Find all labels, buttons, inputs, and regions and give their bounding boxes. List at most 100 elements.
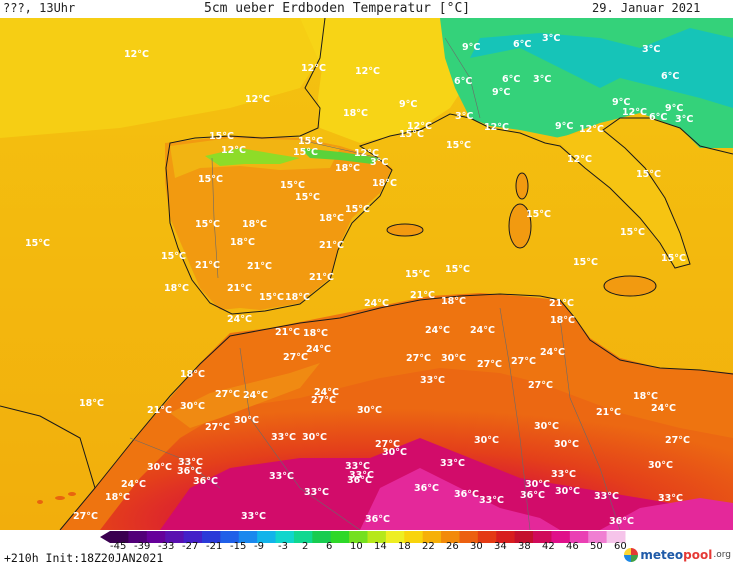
- temperature-label: 12°C: [124, 49, 149, 60]
- temperature-label: 21°C: [549, 298, 574, 309]
- temperature-label: 9°C: [665, 103, 683, 114]
- legend-swatch: [459, 531, 479, 543]
- temperature-label: 15°C: [209, 131, 234, 142]
- legend-swatch: [404, 531, 424, 543]
- temperature-label: 12°C: [567, 154, 592, 165]
- temperature-label: 3°C: [542, 33, 560, 44]
- temperature-label: 21°C: [275, 327, 300, 338]
- temperature-label: 18°C: [242, 219, 267, 230]
- temperature-label: 30°C: [382, 447, 407, 458]
- legend-swatch: [551, 531, 571, 543]
- temperature-label: 3°C: [455, 111, 473, 122]
- temperature-label: 3°C: [533, 74, 551, 85]
- temperature-label: 18°C: [550, 315, 575, 326]
- temperature-label: 15°C: [25, 238, 50, 249]
- temperature-label: 18°C: [633, 391, 658, 402]
- legend-swatch: [165, 531, 185, 543]
- atlas-cool-band: [170, 363, 320, 428]
- temperature-label: 33°C: [304, 487, 329, 498]
- legend-tick-label: 18: [398, 541, 411, 552]
- legend-tick-label: 2: [302, 541, 309, 552]
- temperature-label: 36°C: [520, 490, 545, 501]
- temperature-label: 18°C: [372, 178, 397, 189]
- temperature-label: 15°C: [526, 209, 551, 220]
- temperature-label: 36°C: [193, 476, 218, 487]
- balearic-islands: [387, 224, 423, 236]
- temperature-label: 15°C: [620, 227, 645, 238]
- legend-tick-label: 10: [350, 541, 363, 552]
- temperature-label: 12°C: [245, 94, 270, 105]
- legend-tick-label: 22: [422, 541, 435, 552]
- temperature-label: 30°C: [441, 353, 466, 364]
- temperature-label: 30°C: [234, 415, 259, 426]
- temperature-label: 36°C: [414, 483, 439, 494]
- temperature-label: 18°C: [441, 296, 466, 307]
- temperature-label: 15°C: [573, 257, 598, 268]
- temperature-label: 27°C: [205, 422, 230, 433]
- temperature-label: 30°C: [525, 479, 550, 490]
- temperature-label: 21°C: [319, 240, 344, 251]
- legend-swatch: [128, 531, 148, 543]
- legend-tick-label: -15: [230, 541, 247, 552]
- map-header: ???, 13Uhr 5cm ueber Erdboden Temperatur…: [0, 0, 733, 18]
- legend-swatch: [275, 531, 295, 543]
- legend-swatch: [569, 531, 589, 543]
- temperature-label: 9°C: [399, 99, 417, 110]
- map-title: 5cm ueber Erdboden Temperatur [°C]: [204, 1, 471, 16]
- temperature-label: 6°C: [661, 71, 679, 82]
- legend-swatch: [496, 531, 516, 543]
- legend-swatch: [293, 531, 313, 543]
- legend-tick-label: 60: [614, 541, 627, 552]
- temperature-label: 30°C: [554, 439, 579, 450]
- temperature-label: 15°C: [280, 180, 305, 191]
- legend-swatch: [514, 531, 534, 543]
- legend-ticks: -45 -39 -33 -27 -21 -15 -9 -3 2 6 10 14 18 22 26 30 34 38…: [0, 541, 733, 553]
- sahara-pink-core: [360, 468, 560, 530]
- temperature-label: 33°C: [345, 461, 370, 472]
- color-scale-legend: [100, 531, 626, 543]
- temperature-label: 15°C: [345, 204, 370, 215]
- temperature-label: 21°C: [410, 290, 435, 301]
- legend-tick-label: 14: [374, 541, 387, 552]
- legend-swatch: [477, 531, 497, 543]
- temperature-label: 18°C: [303, 328, 328, 339]
- temperature-label: 15°C: [405, 269, 430, 280]
- temperature-label: 12°C: [579, 124, 604, 135]
- logo-mark-icon: [624, 548, 639, 562]
- temperature-map: 12°C 12°C 12°C 12°C 18°C 9°C 15°C 12°C 15°C 15°C 1…: [0, 18, 733, 530]
- temperature-label: 9°C: [555, 121, 573, 132]
- temperature-label: 15°C: [445, 264, 470, 275]
- sardinia: [509, 204, 531, 248]
- temperature-label: 33°C: [178, 457, 203, 468]
- map-footer: -45 -39 -33 -27 -21 -15 -9 -3 2 6 10 14 18 22 26 30 34 38…: [0, 530, 733, 566]
- italy-region: [555, 128, 690, 268]
- temperature-label: 18°C: [164, 283, 189, 294]
- temperature-label: 15°C: [636, 169, 661, 180]
- temperature-label: 3°C: [370, 157, 388, 168]
- temperature-label: 33°C: [551, 469, 576, 480]
- legend-swatch: [385, 531, 405, 543]
- coastlines: [0, 18, 733, 530]
- legend-swatch: [312, 531, 332, 543]
- temperature-label: 12°C: [484, 122, 509, 133]
- legend-tick-label: 50: [590, 541, 603, 552]
- meteopool-logo[interactable]: meteo pool .org: [624, 546, 731, 564]
- temperature-label: 18°C: [343, 108, 368, 119]
- temperature-label: 6°C: [454, 76, 472, 87]
- france-region: [300, 18, 480, 143]
- temperature-label: 33°C: [440, 458, 465, 469]
- cantabrian-cold-strip: [205, 148, 300, 166]
- legend-tick-label: 38: [518, 541, 531, 552]
- temperature-label: 21°C: [309, 272, 334, 283]
- temperature-label: 27°C: [311, 395, 336, 406]
- temperature-label: 36°C: [177, 466, 202, 477]
- temperature-label: 27°C: [375, 439, 400, 450]
- legend-tick-label: 46: [566, 541, 579, 552]
- legend-swatch: [330, 531, 350, 543]
- temperature-label: 27°C: [477, 359, 502, 370]
- legend-swatch: [533, 531, 552, 543]
- temperature-label: 3°C: [675, 114, 693, 125]
- legend-tick-label: -45: [110, 541, 127, 552]
- temperature-label: 12°C: [354, 148, 379, 159]
- pyrenees-cold-strip: [300, 148, 380, 164]
